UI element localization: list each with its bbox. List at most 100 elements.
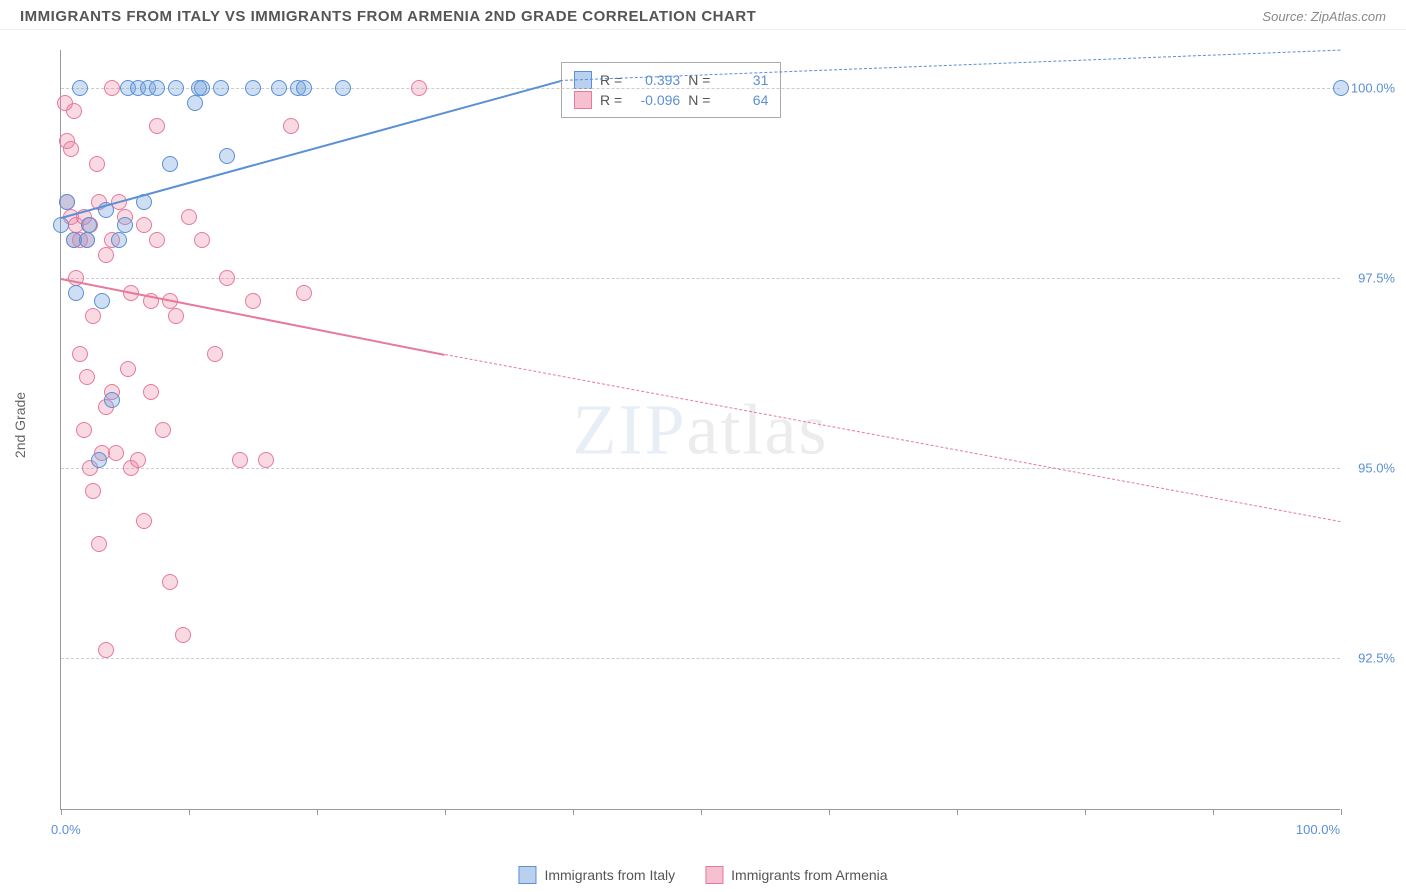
- gridline: [61, 658, 1340, 659]
- data-point: [91, 452, 107, 468]
- x-tick: [1085, 809, 1086, 815]
- watermark-light: atlas: [687, 389, 829, 469]
- data-point: [53, 217, 69, 233]
- data-point: [187, 95, 203, 111]
- data-point: [108, 445, 124, 461]
- source-name: ZipAtlas.com: [1311, 9, 1386, 24]
- x-tick: [957, 809, 958, 815]
- chart-title: IMMIGRANTS FROM ITALY VS IMMIGRANTS FROM…: [20, 8, 756, 25]
- data-point: [245, 80, 261, 96]
- legend-swatch-pink-icon: [705, 866, 723, 884]
- trend-line-dashed: [445, 354, 1341, 522]
- data-point: [149, 232, 165, 248]
- scatter-plot: ZIPatlas R = 0.393 N = 31 R = -0.096 N =…: [60, 50, 1340, 810]
- data-point: [63, 141, 79, 157]
- source-attribution: Source: ZipAtlas.com: [1262, 9, 1386, 24]
- legend-label-pink: Immigrants from Armenia: [731, 867, 887, 883]
- data-point: [258, 452, 274, 468]
- watermark-bold: ZIP: [573, 389, 687, 469]
- data-point: [168, 80, 184, 96]
- data-point: [81, 217, 97, 233]
- data-point: [162, 156, 178, 172]
- y-tick-label: 92.5%: [1345, 651, 1395, 666]
- data-point: [194, 80, 210, 96]
- data-point: [85, 308, 101, 324]
- gridline: [61, 468, 1340, 469]
- data-point: [219, 270, 235, 286]
- gridline: [61, 278, 1340, 279]
- data-point: [213, 80, 229, 96]
- data-point: [245, 293, 261, 309]
- data-point: [149, 80, 165, 96]
- y-tick-label: 97.5%: [1345, 271, 1395, 286]
- data-point: [296, 80, 312, 96]
- x-axis-max-label: 100.0%: [1296, 822, 1340, 837]
- data-point: [66, 103, 82, 119]
- data-point: [117, 217, 133, 233]
- x-tick: [573, 809, 574, 815]
- data-point: [271, 80, 287, 96]
- data-point: [59, 194, 75, 210]
- data-point: [111, 232, 127, 248]
- n-value-pink: 64: [718, 92, 768, 108]
- x-tick: [61, 809, 62, 815]
- x-tick: [701, 809, 702, 815]
- stats-legend: R = 0.393 N = 31 R = -0.096 N = 64: [561, 62, 781, 118]
- data-point: [143, 384, 159, 400]
- data-point: [296, 285, 312, 301]
- x-tick: [445, 809, 446, 815]
- trend-line: [61, 80, 561, 219]
- y-axis-label: 2nd Grade: [12, 392, 28, 458]
- data-point: [155, 422, 171, 438]
- data-point: [98, 642, 114, 658]
- data-point: [68, 285, 84, 301]
- data-point: [89, 156, 105, 172]
- data-point: [120, 361, 136, 377]
- x-tick: [829, 809, 830, 815]
- data-point: [168, 308, 184, 324]
- data-point: [79, 369, 95, 385]
- watermark: ZIPatlas: [573, 388, 829, 471]
- x-axis-min-label: 0.0%: [51, 822, 81, 837]
- legend-swatch-blue-icon: [518, 866, 536, 884]
- data-point: [194, 232, 210, 248]
- data-point: [219, 148, 235, 164]
- data-point: [335, 80, 351, 96]
- data-point: [181, 209, 197, 225]
- data-point: [136, 217, 152, 233]
- data-point: [283, 118, 299, 134]
- r-value-pink: -0.096: [630, 92, 680, 108]
- data-point: [104, 80, 120, 96]
- legend-label-blue: Immigrants from Italy: [544, 867, 675, 883]
- data-point: [94, 293, 110, 309]
- data-point: [104, 392, 120, 408]
- data-point: [207, 346, 223, 362]
- x-tick: [1213, 809, 1214, 815]
- swatch-pink-icon: [574, 91, 592, 109]
- legend-item-blue: Immigrants from Italy: [518, 866, 675, 884]
- r-label: R =: [600, 92, 622, 108]
- legend-item-pink: Immigrants from Armenia: [705, 866, 887, 884]
- trend-line: [61, 278, 445, 356]
- data-point: [149, 118, 165, 134]
- source-label: Source:: [1262, 9, 1307, 24]
- stats-row-pink: R = -0.096 N = 64: [574, 91, 768, 109]
- chart-area: 2nd Grade ZIPatlas R = 0.393 N = 31 R = …: [50, 40, 1380, 810]
- data-point: [85, 483, 101, 499]
- x-tick: [189, 809, 190, 815]
- data-point: [130, 452, 146, 468]
- r-label: R =: [600, 72, 622, 88]
- data-point: [175, 627, 191, 643]
- y-tick-label: 95.0%: [1345, 461, 1395, 476]
- n-label: N =: [688, 92, 710, 108]
- data-point: [72, 346, 88, 362]
- data-point: [79, 232, 95, 248]
- data-point: [232, 452, 248, 468]
- data-point: [411, 80, 427, 96]
- data-point: [162, 574, 178, 590]
- data-point: [1333, 80, 1349, 96]
- x-tick: [1341, 809, 1342, 815]
- chart-header: IMMIGRANTS FROM ITALY VS IMMIGRANTS FROM…: [0, 0, 1406, 30]
- data-point: [76, 422, 92, 438]
- x-tick: [317, 809, 318, 815]
